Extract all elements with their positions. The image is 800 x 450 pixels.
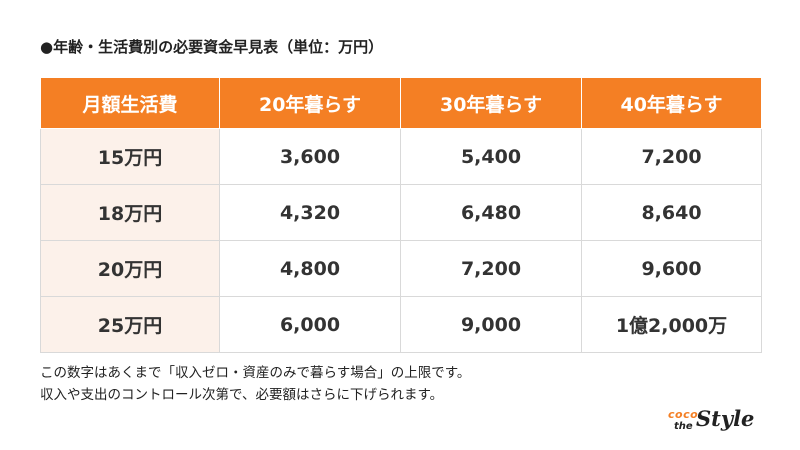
table-cell: 6,480 xyxy=(400,184,582,241)
row-label: 15万円 xyxy=(40,128,220,185)
table-cell: 6,000 xyxy=(219,296,401,353)
table-cell: 5,400 xyxy=(400,128,582,185)
funds-table: 月額生活費 20年暮らす 30年暮らす 40年暮らす 15万円 3,600 5,… xyxy=(40,77,762,353)
header-20-years: 20年暮らす xyxy=(219,77,401,129)
header-row: 月額生活費 20年暮らす 30年暮らす 40年暮らす xyxy=(40,77,762,129)
header-40-years: 40年暮らす xyxy=(581,77,762,129)
table-title: ●年齢・生活費別の必要資金早見表（単位：万円） xyxy=(40,38,384,56)
table-cell: 7,200 xyxy=(581,128,762,185)
table-cell: 9,000 xyxy=(400,296,582,353)
logo-style-text: Style xyxy=(696,406,755,431)
row-label: 25万円 xyxy=(40,296,220,353)
brand-logo: coco the Style xyxy=(668,404,768,438)
table-row: 15万円 3,600 5,400 7,200 xyxy=(40,128,762,185)
row-label: 20万円 xyxy=(40,240,220,297)
row-label: 18万円 xyxy=(40,184,220,241)
table-cell: 9,600 xyxy=(581,240,762,297)
table-cell: 8,640 xyxy=(581,184,762,241)
table-row: 18万円 4,320 6,480 8,640 xyxy=(40,184,762,241)
header-30-years: 30年暮らす xyxy=(400,77,582,129)
logo-the-text: the xyxy=(674,421,693,432)
footnote-line: この数字はあくまで「収入ゼロ・資産のみで暮らす場合」の上限です。 xyxy=(40,365,471,381)
header-monthly-cost: 月額生活費 xyxy=(40,77,220,129)
table-cell: 7,200 xyxy=(400,240,582,297)
table-cell: 4,320 xyxy=(219,184,401,241)
table-cell: 3,600 xyxy=(219,128,401,185)
table-row: 25万円 6,000 9,000 1億2,000万 xyxy=(40,296,762,353)
logo-coco-text: coco xyxy=(668,408,699,421)
footnote: この数字はあくまで「収入ゼロ・資産のみで暮らす場合」の上限です。 収入や支出のコ… xyxy=(40,362,470,406)
table-row: 20万円 4,800 7,200 9,600 xyxy=(40,240,762,297)
table-cell: 1億2,000万 xyxy=(581,296,762,353)
table-cell: 4,800 xyxy=(219,240,401,297)
footnote-line: 収入や支出のコントロール次第で、必要額はさらに下げられます。 xyxy=(40,387,444,403)
